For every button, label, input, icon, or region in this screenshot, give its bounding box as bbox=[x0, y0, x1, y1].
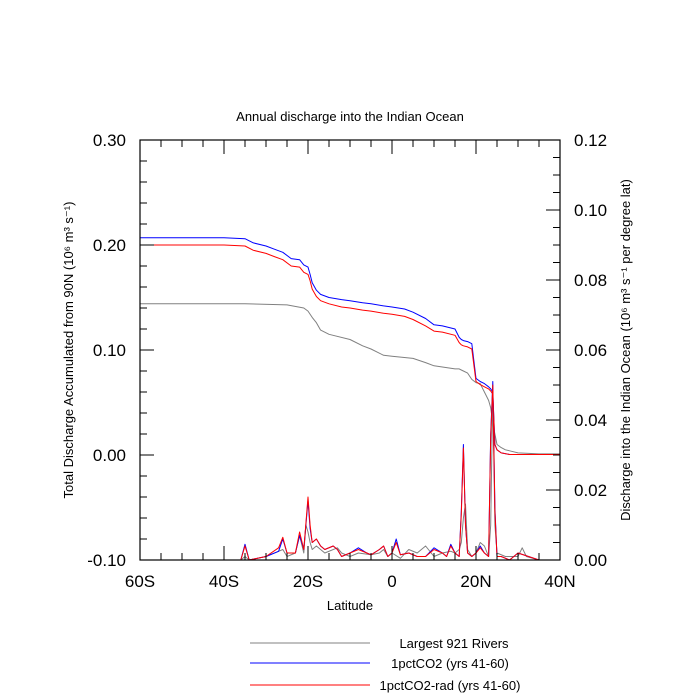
y-right-tick-label: 0.04 bbox=[574, 411, 607, 430]
y-left-tick-labels: -0.10 0.00 0.10 0.20 0.30 bbox=[87, 131, 126, 570]
x-axis-label: Latitude bbox=[327, 598, 373, 613]
series-line-1pctco2-yrs-41-60-right bbox=[140, 381, 560, 561]
y-right-tick-label: 0.12 bbox=[574, 131, 607, 150]
y-right-tick-label: 0.08 bbox=[574, 271, 607, 290]
series-line-largest-921-rivers-left bbox=[140, 303, 560, 455]
y-left-tick-label: 0.30 bbox=[93, 131, 126, 150]
legend: Largest 921 Rivers 1pctCO2 (yrs 41-60) 1… bbox=[250, 636, 520, 693]
x-tick-label: 40S bbox=[209, 572, 239, 591]
y-right-tick-label: 0.06 bbox=[574, 341, 607, 360]
plot-frame bbox=[139, 139, 561, 561]
y-left-tick-label: -0.10 bbox=[87, 551, 126, 570]
x-tick-label: 40N bbox=[544, 572, 575, 591]
series-line-1pctco2-yrs-41-60-left bbox=[140, 237, 560, 455]
series-line-largest-921-rivers-right bbox=[140, 391, 560, 561]
legend-label-1pctco2-rad: 1pctCO2-rad (yrs 41-60) bbox=[380, 678, 521, 693]
y-left-tick-label: 0.00 bbox=[93, 446, 126, 465]
legend-label-1pctco2: 1pctCO2 (yrs 41-60) bbox=[391, 656, 509, 671]
x-tick-label: 20N bbox=[460, 572, 491, 591]
y-left-tick-label: 0.10 bbox=[93, 341, 126, 360]
series-group bbox=[140, 237, 560, 561]
series-line-1pctco2-rad-yrs-41-60-left bbox=[140, 244, 560, 455]
chart-title: Annual discharge into the Indian Ocean bbox=[236, 109, 464, 124]
y-left-tick-label: 0.20 bbox=[93, 236, 126, 255]
x-tick-labels: 60S 40S 20S 0 20N 40N bbox=[125, 572, 576, 591]
y-right-tick-labels: 0.00 0.02 0.04 0.06 0.08 0.10 0.12 bbox=[574, 131, 607, 570]
series-line-1pctco2-rad-yrs-41-60-right bbox=[140, 384, 560, 561]
x-tick-label: 20S bbox=[293, 572, 323, 591]
x-tick-label: 60S bbox=[125, 572, 155, 591]
y-axis-left-label: Total Discharge Accumulated from 90N (10… bbox=[61, 202, 76, 499]
ticks-group bbox=[139, 139, 561, 561]
y-right-tick-label: 0.02 bbox=[574, 481, 607, 500]
y-right-tick-label: 0.10 bbox=[574, 201, 607, 220]
x-tick-label: 0 bbox=[387, 572, 396, 591]
y-axis-right-label: Discharge into the Indian Ocean (10⁶ m³ … bbox=[618, 179, 633, 521]
legend-label-largest-921-rivers: Largest 921 Rivers bbox=[399, 636, 509, 651]
y-right-tick-label: 0.00 bbox=[574, 551, 607, 570]
